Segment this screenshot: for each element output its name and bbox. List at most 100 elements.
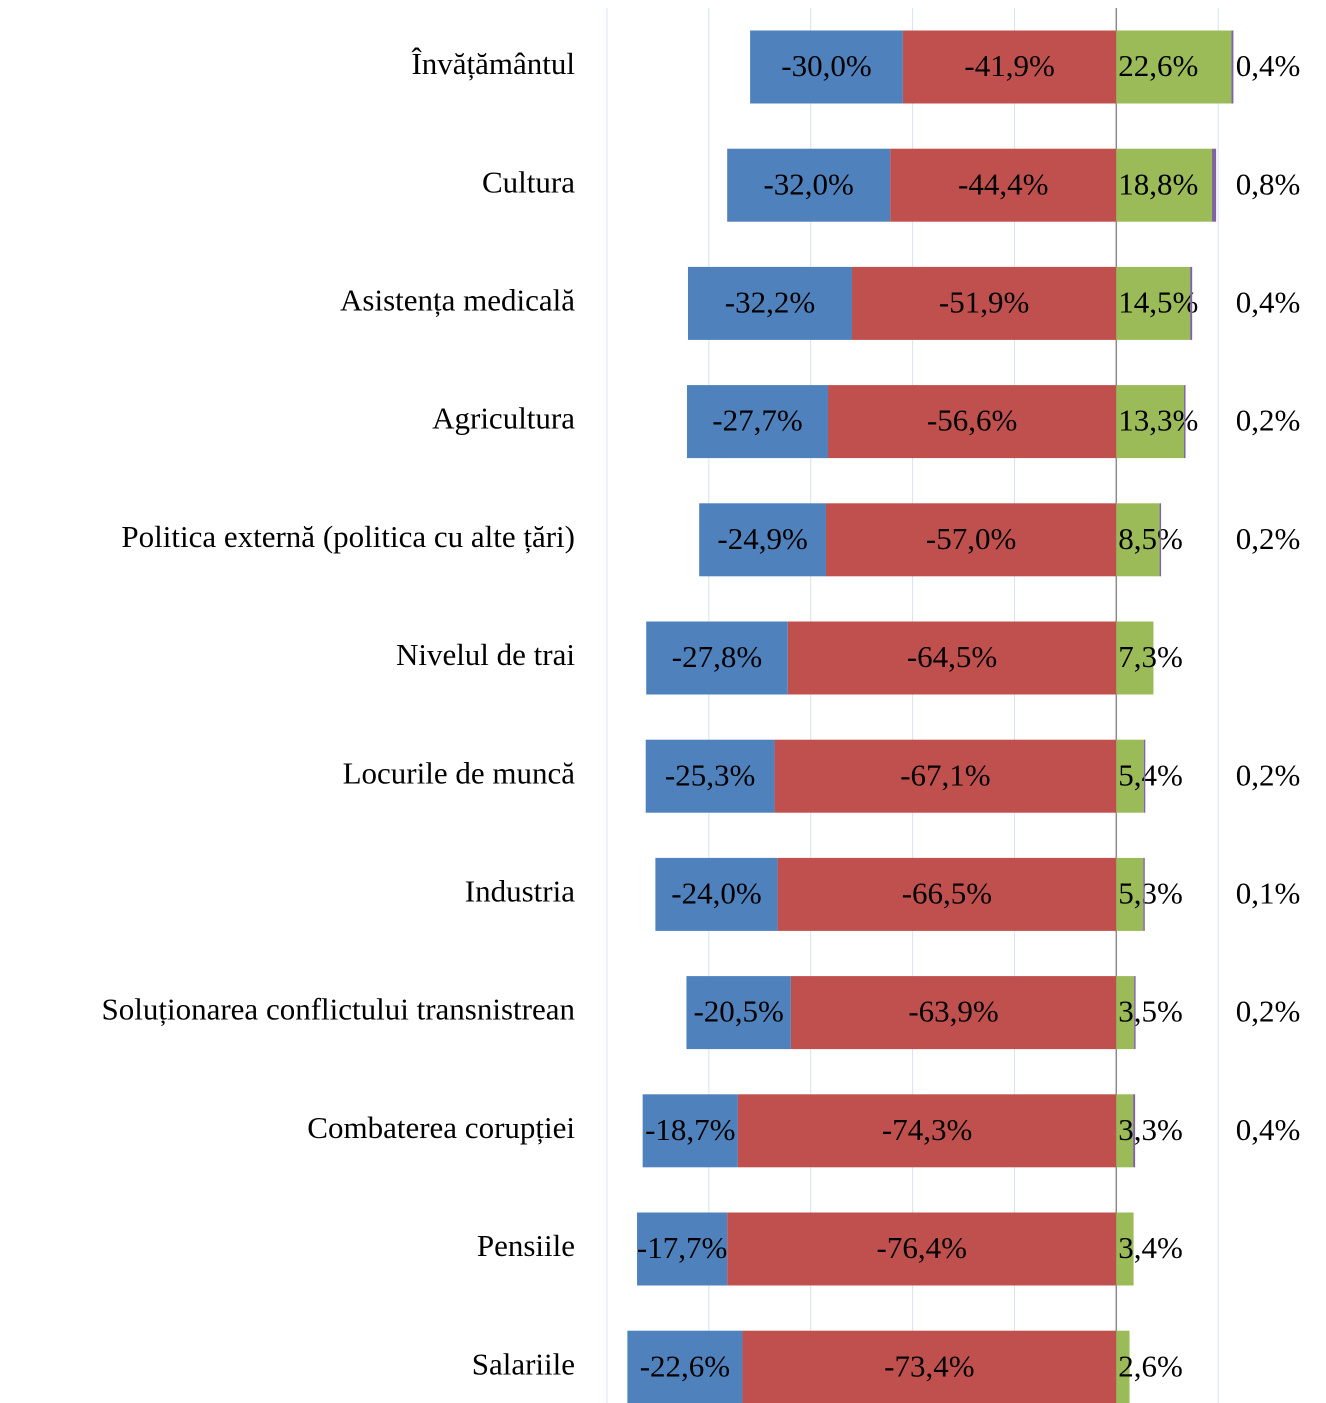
bar-segment — [890, 148, 1117, 222]
value-label: -63,9% — [908, 994, 998, 1029]
value-label: -64,5% — [907, 639, 997, 674]
value-label: -20,5% — [693, 994, 783, 1029]
value-label: -25,3% — [665, 757, 755, 792]
bar-segment — [1143, 857, 1145, 931]
value-label: -44,4% — [958, 166, 1048, 201]
bar-segment — [687, 266, 852, 340]
value-label: 3,3% — [1118, 1112, 1183, 1147]
value-label: -30,0% — [781, 48, 871, 83]
bar-segment — [699, 503, 826, 577]
value-label: 0,4% — [1236, 1112, 1301, 1147]
value-label: -22,6% — [640, 1348, 730, 1383]
bar-segment — [825, 503, 1117, 577]
bar-segment — [1116, 385, 1185, 459]
bar-segment — [750, 30, 903, 104]
bar-segment — [1116, 148, 1213, 222]
value-label: -18,7% — [645, 1112, 735, 1147]
value-label: 3,4% — [1118, 1230, 1183, 1265]
bar-segment — [777, 857, 1117, 931]
value-label: 8,5% — [1118, 521, 1183, 556]
value-label: -67,1% — [900, 757, 990, 792]
category-label: Industria — [465, 874, 575, 909]
bar-segment — [1133, 1094, 1136, 1168]
bar-segment — [851, 266, 1117, 340]
value-label: -24,9% — [717, 521, 807, 556]
bar-segment — [1116, 266, 1191, 340]
bar-segment — [1116, 976, 1135, 1050]
value-label: -51,9% — [939, 285, 1029, 320]
bar-segment — [1231, 30, 1234, 104]
category-label: Asistența medicală — [340, 283, 575, 318]
bar-segment — [1116, 1330, 1130, 1403]
value-label: 0,2% — [1236, 403, 1301, 438]
bar-segment — [1212, 148, 1217, 222]
value-label: 5,4% — [1118, 757, 1183, 792]
value-label: 0,1% — [1236, 876, 1301, 911]
value-label: -17,7% — [637, 1230, 727, 1265]
value-label: 0,8% — [1236, 166, 1301, 201]
value-label: 5,3% — [1118, 876, 1183, 911]
value-label: -32,2% — [725, 285, 815, 320]
bar-segment — [627, 1330, 743, 1403]
bar-segment — [1143, 739, 1146, 813]
value-label: 0,2% — [1236, 994, 1301, 1029]
bar-segment — [645, 739, 775, 813]
category-label: Politica externă (politica cu alte țări) — [121, 519, 575, 554]
value-label: 0,4% — [1236, 285, 1301, 320]
bar-segment — [727, 148, 891, 222]
category-label: Soluționarea conflictului transnistrean — [102, 992, 576, 1027]
value-label: -74,3% — [882, 1112, 972, 1147]
bar-segment — [727, 1212, 1117, 1286]
bar-segment — [1190, 266, 1193, 340]
value-label: 22,6% — [1118, 48, 1198, 83]
bar-segment — [637, 1212, 728, 1286]
bar-segment — [787, 621, 1117, 695]
bar-segment — [1116, 621, 1154, 695]
value-label: 0,4% — [1236, 48, 1301, 83]
bar-segment — [1184, 385, 1186, 459]
category-label: Locurile de muncă — [343, 755, 576, 790]
value-label: -32,0% — [763, 166, 853, 201]
category-label: Învățământul — [411, 46, 575, 81]
value-label: 18,8% — [1118, 166, 1198, 201]
bar-segment — [902, 30, 1117, 104]
bar-segment — [1116, 857, 1144, 931]
value-label: -56,6% — [927, 403, 1017, 438]
bar-segment — [686, 976, 791, 1050]
value-label: 7,3% — [1118, 639, 1183, 674]
bar-segment — [686, 385, 829, 459]
bar-segment — [1134, 976, 1136, 1050]
bar-segment — [1116, 503, 1160, 577]
bar-segment — [742, 1330, 1117, 1403]
value-label: 0,2% — [1236, 757, 1301, 792]
category-label: Nivelul de trai — [396, 637, 575, 672]
value-label: -76,4% — [877, 1230, 967, 1265]
bar-segment — [828, 385, 1117, 459]
value-label: 0,2% — [1236, 521, 1301, 556]
category-label: Agricultura — [432, 401, 575, 436]
value-label: 14,5% — [1118, 285, 1198, 320]
value-label: -66,5% — [902, 876, 992, 911]
bar-segment — [646, 621, 788, 695]
category-label: Cultura — [482, 164, 575, 199]
category-label: Salariile — [472, 1346, 575, 1381]
bar-segment — [774, 739, 1117, 813]
value-label: -27,7% — [712, 403, 802, 438]
bar-segment — [1159, 503, 1162, 577]
bar-segment — [642, 1094, 738, 1168]
bar-segment — [790, 976, 1117, 1050]
bar-segment — [1116, 739, 1144, 813]
bar-segment — [1116, 1212, 1134, 1286]
value-label: -27,8% — [672, 639, 762, 674]
bar-segment — [655, 857, 778, 931]
category-label: Combaterea corupției — [307, 1110, 575, 1145]
value-label: 3,5% — [1118, 994, 1183, 1029]
value-label: 2,6% — [1118, 1348, 1183, 1383]
value-label: -24,0% — [671, 876, 761, 911]
bar-segment — [1116, 1094, 1134, 1168]
value-label: -57,0% — [926, 521, 1016, 556]
bar-segment — [1116, 30, 1232, 104]
value-label: -73,4% — [884, 1348, 974, 1383]
value-label: -41,9% — [964, 48, 1054, 83]
